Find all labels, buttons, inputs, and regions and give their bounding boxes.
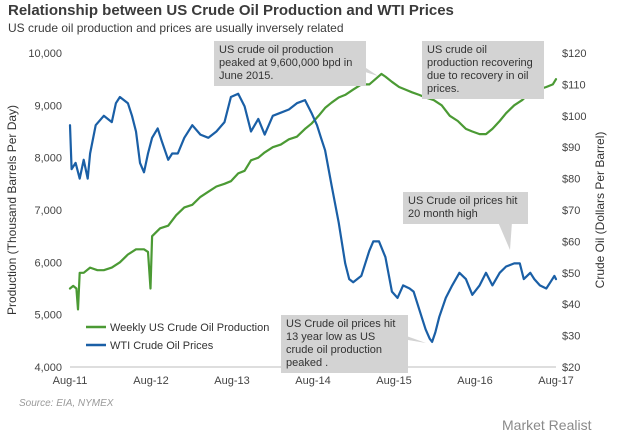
y-left-tick-label: 10,000 bbox=[28, 48, 62, 60]
y-right-axis-title: Crude Oil (Dollars Per Barrel) bbox=[593, 132, 607, 289]
y-right-tick-label: $90 bbox=[562, 142, 580, 154]
brand-logo: Market Realist bbox=[502, 417, 592, 433]
y-right-tick-label: $30 bbox=[562, 331, 580, 343]
annotation-price-13-year-low: US Crude oil prices hit 13 year low as U… bbox=[281, 315, 408, 373]
y-left-axis-title: Production (Thousand Barrels Per Day) bbox=[5, 105, 19, 315]
annotation-production-recovery: US crude oil production recovering due t… bbox=[422, 41, 544, 99]
y-left-tick-label: 5,000 bbox=[34, 310, 62, 322]
y-right-tick-label: $80 bbox=[562, 174, 580, 186]
y-right-tick-label: $20 bbox=[562, 362, 580, 374]
source-note: Source: EIA, NYMEX bbox=[19, 398, 114, 409]
y-right-tick-label: $110 bbox=[562, 79, 586, 91]
x-tick-label: Aug-15 bbox=[376, 375, 411, 387]
x-tick-label: Aug-14 bbox=[295, 375, 330, 387]
y-left-tick-label: 6,000 bbox=[34, 257, 62, 269]
y-left-tick-label: 8,000 bbox=[34, 153, 62, 165]
annotation-production-peak: US crude oil production peaked at 9,600,… bbox=[214, 41, 366, 86]
axes-group: Aug-11 Aug-12 Aug-13 Aug-14 Aug-15 Aug-16 Aug-… bbox=[5, 48, 607, 387]
series-lines bbox=[68, 72, 558, 343]
y-right-tick-label: $100 bbox=[562, 111, 586, 123]
y-left-tick-label: 4,000 bbox=[34, 362, 62, 374]
y-right-tick-label: $120 bbox=[562, 48, 586, 60]
production-series-line bbox=[68, 72, 558, 311]
legend-label-production: Weekly US Crude Oil Production bbox=[110, 322, 269, 334]
chart-subtitle: US crude oil production and prices are u… bbox=[8, 21, 344, 35]
x-tick-label: Aug-17 bbox=[538, 375, 573, 387]
y-right-tick-label: $60 bbox=[562, 236, 580, 248]
annotation-price-20-month-high: US Crude oil prices hit 20 month high bbox=[403, 192, 528, 224]
y-right-tick-label: $70 bbox=[562, 205, 580, 217]
y-right-tick-label: $50 bbox=[562, 268, 580, 280]
callout-pointer-price-high bbox=[498, 222, 512, 250]
x-tick-label: Aug-11 bbox=[53, 375, 88, 387]
legend-label-price: WTI Crude Oil Prices bbox=[110, 340, 214, 352]
y-right-tick-label: $40 bbox=[562, 299, 580, 311]
x-tick-label: Aug-16 bbox=[457, 375, 492, 387]
legend: Weekly US Crude Oil Production WTI Crude … bbox=[86, 322, 269, 352]
y-left-tick-label: 7,000 bbox=[34, 205, 62, 217]
y-left-tick-label: 9,000 bbox=[34, 100, 62, 112]
x-tick-label: Aug-12 bbox=[133, 375, 168, 387]
price-series-line bbox=[68, 92, 558, 343]
chart-title: Relationship between US Crude Oil Produc… bbox=[8, 2, 454, 19]
x-tick-label: Aug-13 bbox=[214, 375, 249, 387]
